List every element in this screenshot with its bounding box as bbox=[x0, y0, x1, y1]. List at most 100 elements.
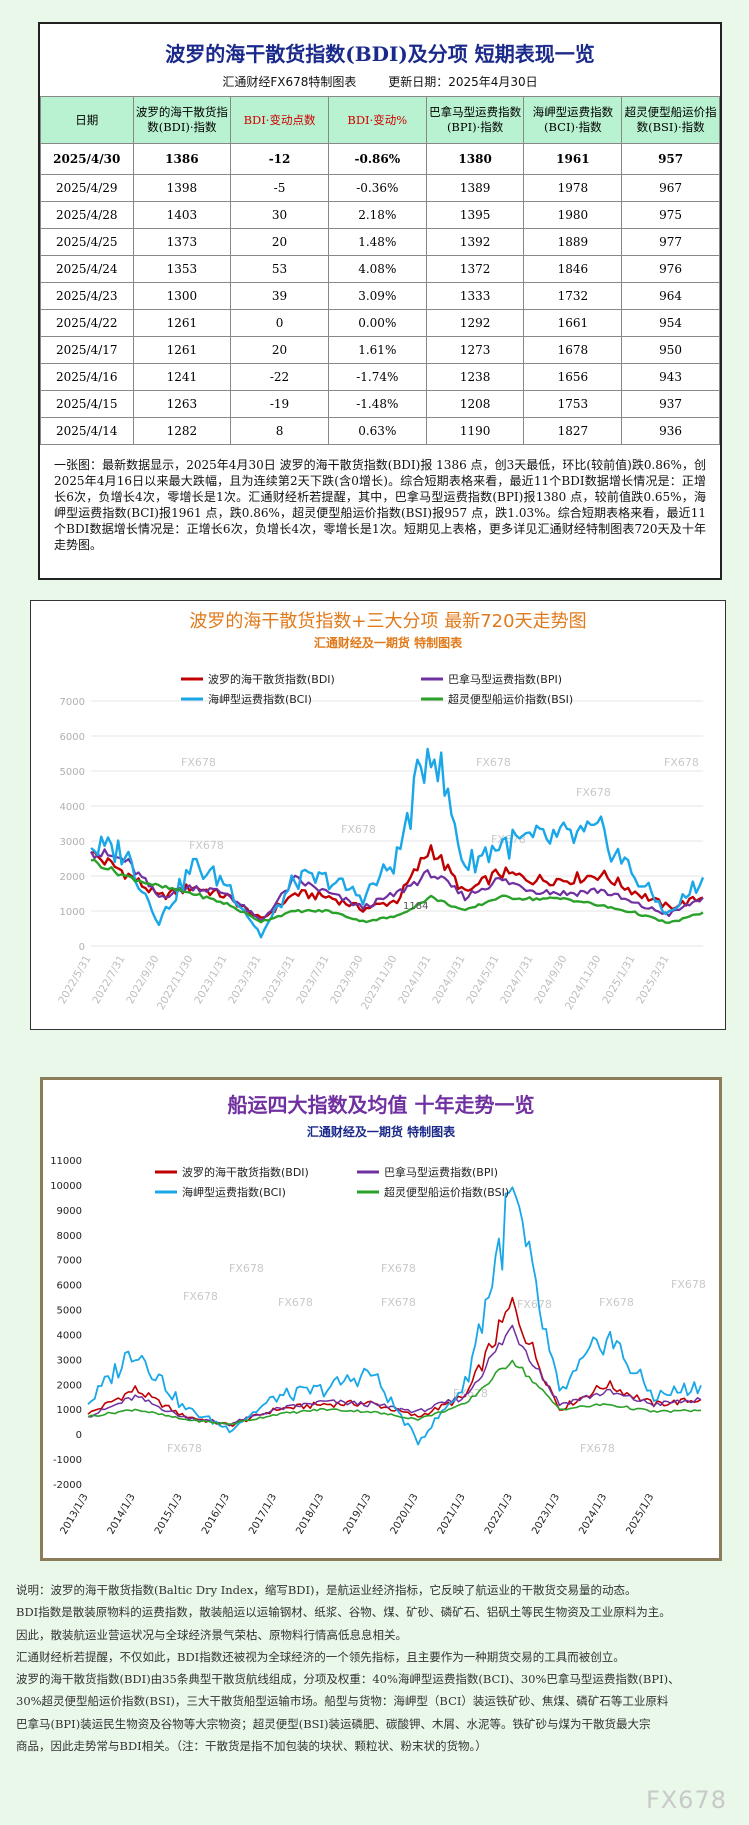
x-tick-label: 2022/11/30 bbox=[155, 954, 196, 1012]
table-row: 2025/4/14 1282 8 0.63% 1190 1827 936 bbox=[40, 417, 720, 445]
header-date: 日期 bbox=[40, 96, 134, 144]
cell-bpi: 1389 bbox=[425, 174, 525, 202]
cell-bsi: 976 bbox=[621, 255, 720, 283]
chart-subtitle: 汇通财经及一期货 特制图表 bbox=[314, 635, 463, 650]
watermark: FX678 bbox=[671, 1278, 706, 1291]
cell-bci: 1656 bbox=[523, 363, 623, 391]
cell-date: 2025/4/29 bbox=[40, 174, 134, 202]
cell-bci: 1732 bbox=[523, 282, 623, 310]
cell-bdi-change-pct: -0.86% bbox=[327, 143, 427, 175]
x-tick-label: 2016/1/3 bbox=[200, 1492, 232, 1536]
table-row: 2025/4/28 1403 30 2.18% 1395 1980 975 bbox=[40, 201, 720, 229]
x-tick-label: 2025/3/31 bbox=[634, 954, 671, 1007]
cell-bdi-change: 53 bbox=[230, 255, 329, 283]
cell-bdi: 1263 bbox=[132, 390, 232, 418]
cell-bdi-change-pct: 4.08% bbox=[327, 255, 427, 283]
y-tick-label: 10000 bbox=[50, 1181, 82, 1192]
chart-title: 波罗的海干散货指数+三大分项 最新720天走势图 bbox=[189, 611, 586, 632]
cell-bdi: 1386 bbox=[132, 143, 232, 175]
y-tick-label: 3000 bbox=[60, 837, 85, 848]
x-tick-label: 2014/1/3 bbox=[106, 1492, 138, 1536]
y-tick-label: 4000 bbox=[60, 802, 85, 813]
legend-label: 波罗的海干散货指数(BDI) bbox=[182, 1165, 309, 1179]
cell-bdi: 1261 bbox=[132, 336, 232, 364]
legend-label: 超灵便型船运价指数(BSI) bbox=[448, 692, 573, 706]
chart-subtitle: 汇通财经及一期货 特制图表 bbox=[307, 1124, 456, 1139]
x-tick-label: 2022/5/31 bbox=[56, 954, 93, 1007]
x-tick-label: 2015/1/3 bbox=[153, 1492, 185, 1536]
cell-date: 2025/4/22 bbox=[40, 309, 134, 337]
cell-bsi: 957 bbox=[621, 143, 720, 175]
header-bsi: 超灵便型船运价指数(BSI)·指数 bbox=[621, 96, 720, 144]
cell-date: 2025/4/17 bbox=[40, 336, 134, 364]
cell-bsi: 943 bbox=[621, 363, 720, 391]
legend-label: 超灵便型船运价指数(BSI) bbox=[384, 1185, 509, 1199]
cell-bsi: 964 bbox=[621, 282, 720, 310]
cell-bci: 1889 bbox=[523, 228, 623, 256]
legend-label: 海岬型运费指数(BCI) bbox=[208, 692, 312, 706]
cell-bdi-change: 0 bbox=[230, 309, 329, 337]
cell-bci: 1961 bbox=[523, 143, 623, 175]
watermark: FX678 bbox=[341, 823, 376, 836]
cell-bpi: 1190 bbox=[425, 417, 525, 445]
cell-bsi: 937 bbox=[621, 390, 720, 418]
cell-bdi-change: -12 bbox=[230, 143, 329, 175]
series-line-bdi bbox=[90, 844, 704, 919]
cell-bdi-change-pct: 0.63% bbox=[327, 417, 427, 445]
chart-720-days-panel: 波罗的海干散货指数+三大分项 最新720天走势图 汇通财经及一期货 特制图表 0 10… bbox=[30, 600, 726, 1030]
x-tick-label: 2018/1/3 bbox=[294, 1492, 326, 1536]
watermark-logo: FX678 bbox=[645, 1786, 727, 1814]
cell-bdi: 1300 bbox=[132, 282, 232, 310]
bdi-summary-panel: 波罗的海干散货指数(BDI)及分项 短期表现一览 汇通财经FX678特制图表 更… bbox=[38, 22, 722, 580]
cell-date: 2025/4/24 bbox=[40, 255, 134, 283]
cell-bdi-change-pct: -1.48% bbox=[327, 390, 427, 418]
y-tick-label: 2000 bbox=[57, 1380, 82, 1391]
x-tick-label: 2023/3/31 bbox=[226, 954, 263, 1007]
y-tick-label: 5000 bbox=[57, 1306, 82, 1317]
y-tick-label: 4000 bbox=[57, 1330, 82, 1341]
watermark: FX678 bbox=[167, 1442, 202, 1455]
y-tick-label: 7000 bbox=[60, 697, 85, 708]
cell-date: 2025/4/30 bbox=[40, 143, 134, 175]
table-row: 2025/4/30 1386 -12 -0.86% 1380 1961 957 bbox=[40, 143, 720, 175]
x-tick-label: 2023/11/30 bbox=[359, 954, 400, 1012]
cell-bci: 1980 bbox=[523, 201, 623, 229]
table-row: 2025/4/15 1263 -19 -1.48% 1208 1753 937 bbox=[40, 390, 720, 418]
y-tick-label: 6000 bbox=[57, 1281, 82, 1292]
watermark: FX678 bbox=[189, 839, 224, 852]
footer-line: BDI指数是散装原物料的运费指数，散装船运以运输钢材、纸浆、谷物、煤、矿砂、磷矿… bbox=[16, 1605, 671, 1620]
table-row: 2025/4/25 1373 20 1.48% 1392 1889 977 bbox=[40, 228, 720, 256]
cell-date: 2025/4/28 bbox=[40, 201, 134, 229]
footer-line: 因此，散装航运业营运状况与全球经济景气荣枯、原物料行情高低息息相关。 bbox=[16, 1627, 407, 1642]
x-tick-label: 2022/9/30 bbox=[124, 954, 161, 1007]
bdi-table: 日期 波罗的海干散货指数(BDI)·指数 BDI·变动点数 BDI·变动% 巴拿… bbox=[40, 96, 720, 445]
x-tick-label: 2024/1/31 bbox=[396, 954, 433, 1007]
cell-bci: 1846 bbox=[523, 255, 623, 283]
series-line-bci bbox=[87, 1186, 702, 1446]
watermark: FX678 bbox=[278, 1296, 313, 1309]
watermark: FX678 bbox=[517, 1298, 552, 1311]
y-tick-label: 8000 bbox=[57, 1231, 82, 1242]
watermark: FX678 bbox=[576, 786, 611, 799]
cell-bdi-change: 39 bbox=[230, 282, 329, 310]
x-tick-label: 2019/1/3 bbox=[342, 1492, 374, 1536]
chart-title: 船运四大指数及均值 十年走势一览 bbox=[228, 1093, 535, 1117]
cell-bsi: 975 bbox=[621, 201, 720, 229]
x-tick-label: 2024/11/30 bbox=[563, 954, 604, 1012]
watermark: FX678 bbox=[381, 1296, 416, 1309]
x-tick-label: 2013/1/3 bbox=[59, 1492, 91, 1536]
summary-note: 一张图：最新数据显示，2025年4月30日 波罗的海干散货指数(BDI)报 13… bbox=[54, 458, 706, 552]
x-tick-label: 2024/5/31 bbox=[464, 954, 501, 1007]
cell-bpi: 1392 bbox=[425, 228, 525, 256]
header-bci: 海岬型运费指数(BCI)·指数 bbox=[523, 96, 623, 144]
cell-bdi: 1353 bbox=[132, 255, 232, 283]
cell-date: 2025/4/14 bbox=[40, 417, 134, 445]
watermark: FX678 bbox=[599, 1296, 634, 1309]
watermark: FX678 bbox=[664, 756, 699, 769]
y-tick-label: 5000 bbox=[60, 767, 85, 778]
cell-bdi-change-pct: 0.00% bbox=[327, 309, 427, 337]
cell-date: 2025/4/16 bbox=[40, 363, 134, 391]
cell-bdi: 1403 bbox=[132, 201, 232, 229]
cell-bdi: 1241 bbox=[132, 363, 232, 391]
footer-line: 商品，因此走势常与BDI相关。（注：干散货是指不加包装的块状、颗粒状、粉末状的货… bbox=[16, 1739, 487, 1754]
